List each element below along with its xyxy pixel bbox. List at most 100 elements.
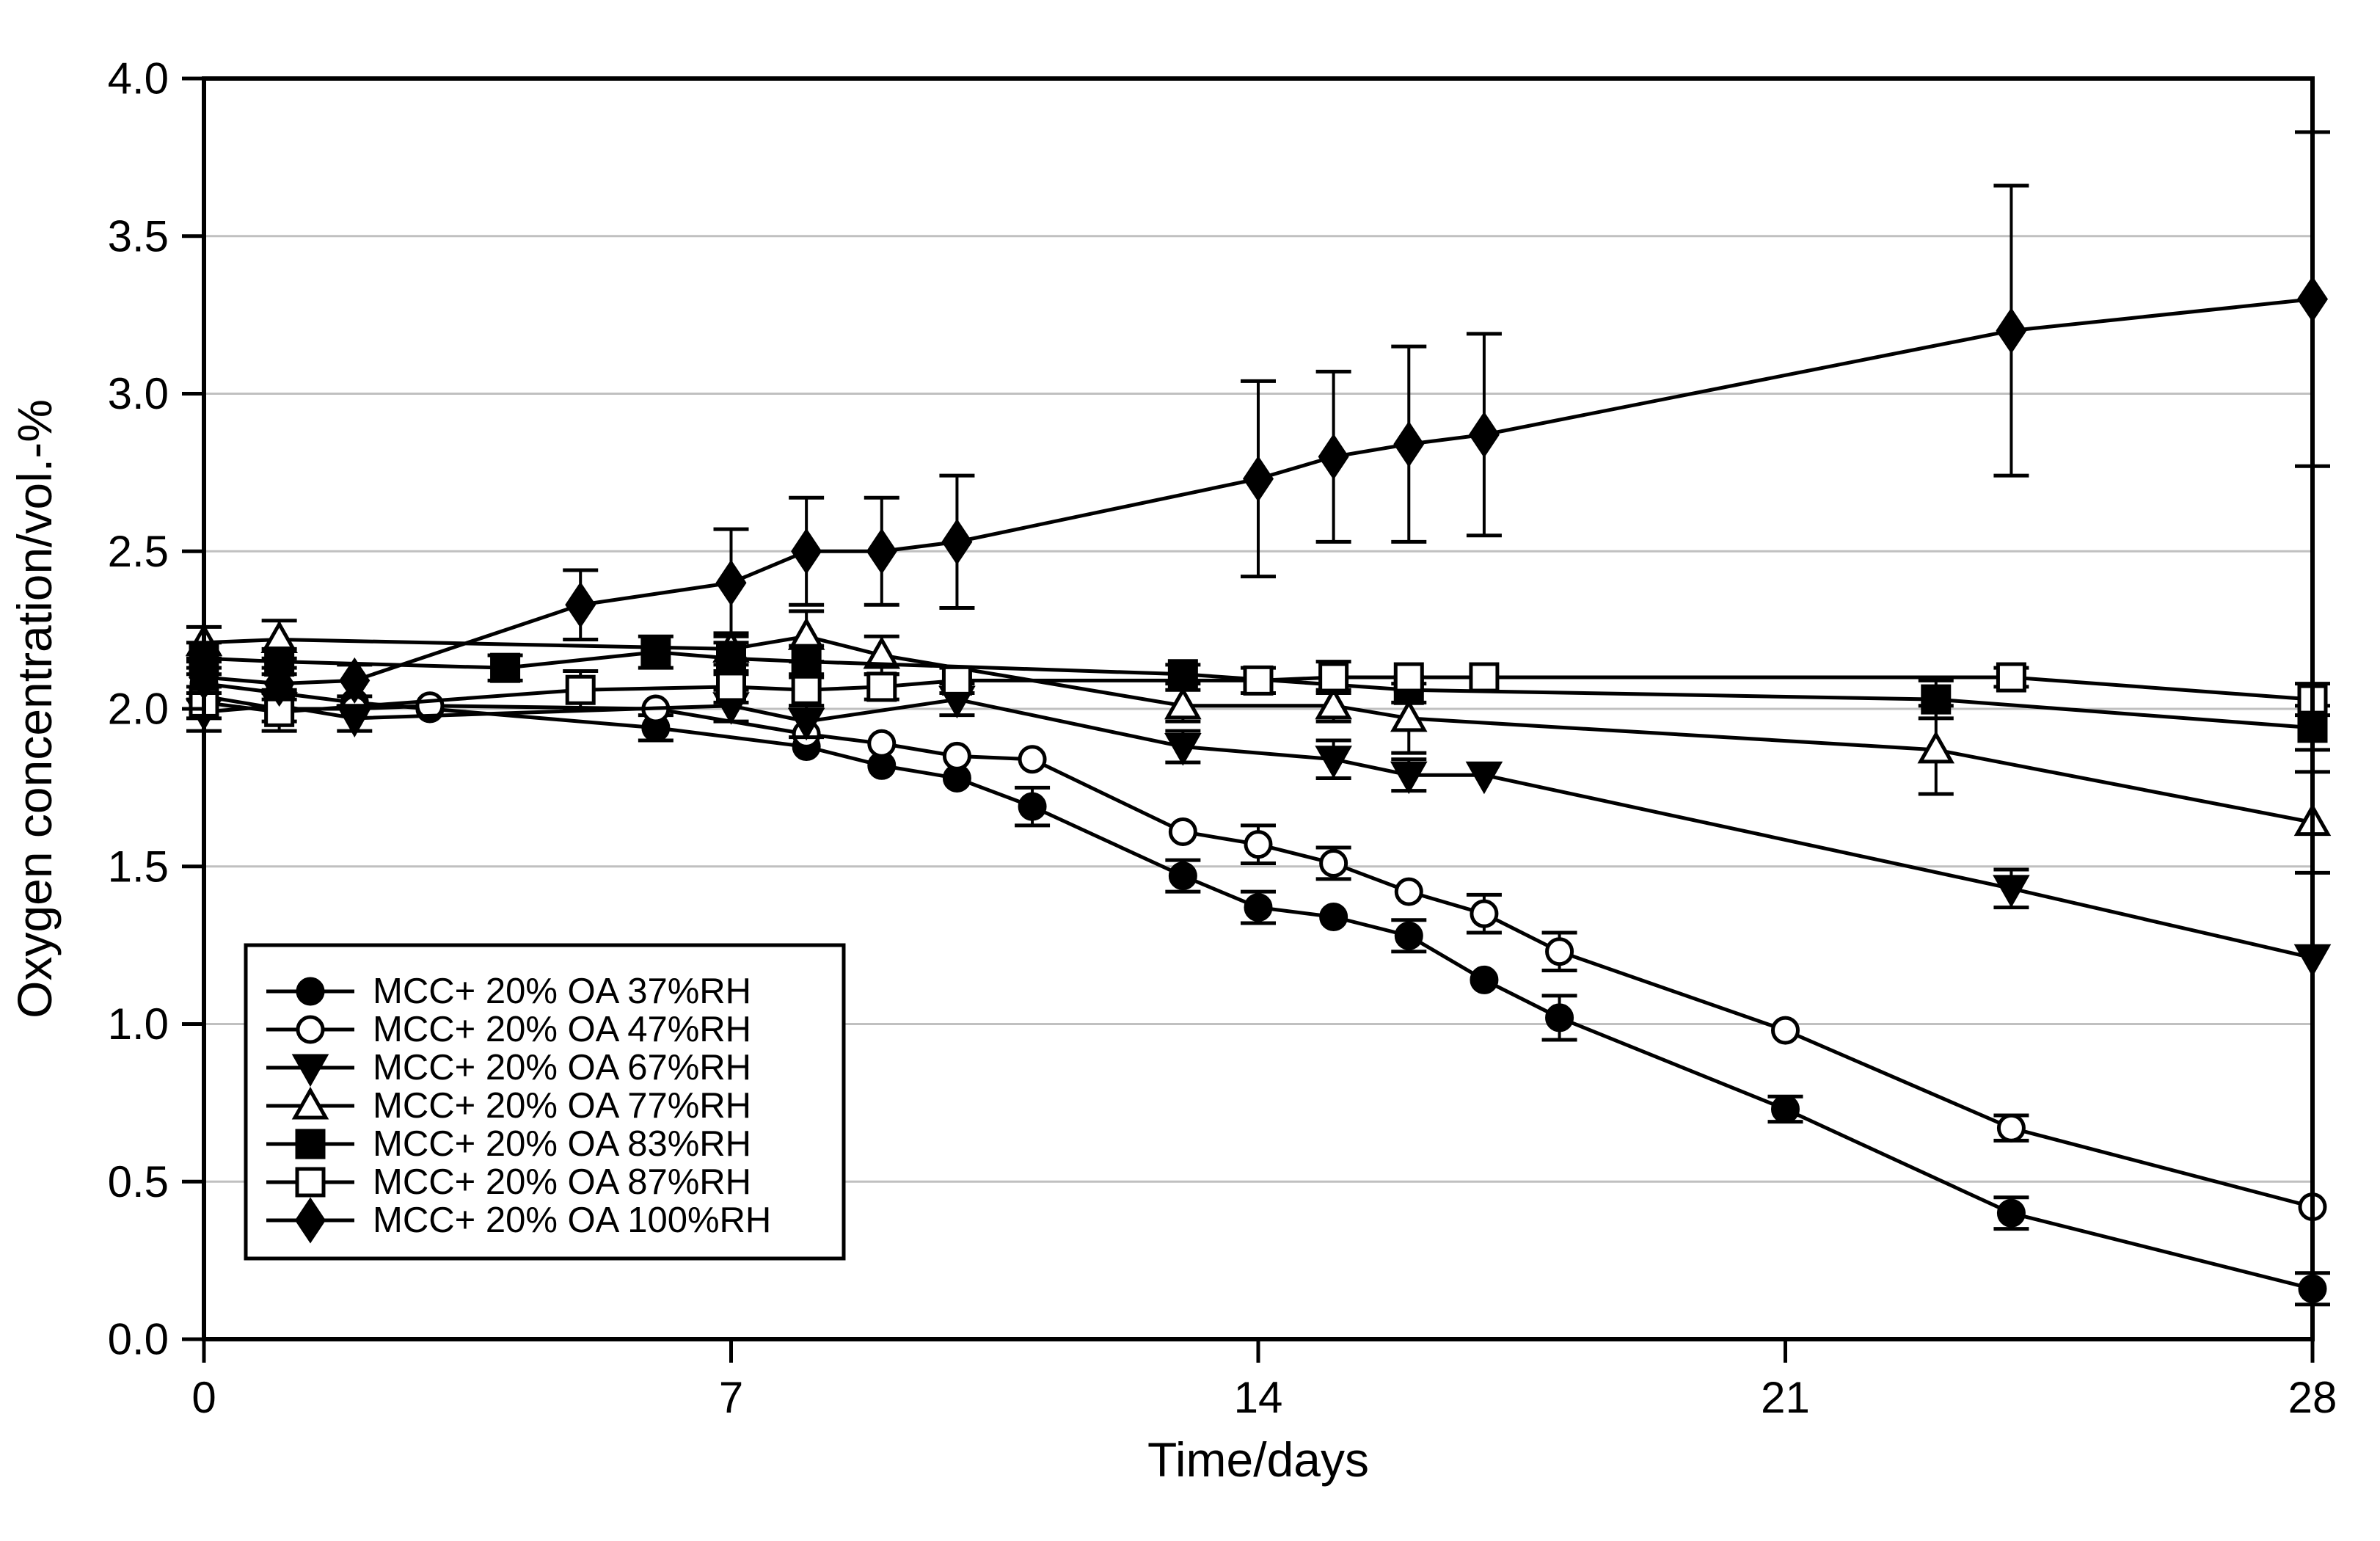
data-point-marker [1996,1198,2026,1228]
legend-label: MCC+ 20% OA 83%RH [373,1124,751,1164]
data-point-marker [1167,659,1198,690]
data-point-marker [1315,746,1352,779]
data-point-marker [867,729,897,758]
data-point-marker [296,1015,325,1044]
data-point-marker [1468,411,1500,458]
y-tick-label: 4.0 [108,54,169,103]
y-tick-label: 2.5 [108,527,169,576]
y-tick-label: 0.0 [108,1315,169,1364]
data-point-marker [640,637,671,668]
data-point-marker [1917,730,1955,764]
data-point-marker [1393,662,1424,693]
y-tick-label: 2.0 [108,685,169,734]
data-point-marker [1242,455,1274,502]
data-point-marker [866,671,897,702]
data-point-marker [1771,1094,1800,1123]
data-point-marker [263,660,295,707]
legend-item: MCC+ 20% OA 77%RH [266,1086,751,1126]
data-point-marker [565,674,596,705]
data-point-marker [1164,733,1202,766]
y-tick-label: 3.5 [108,211,169,261]
axes-frame-group [182,76,2315,1363]
series-4 [186,634,2330,752]
data-point-marker [791,646,822,677]
series-line [203,697,2313,960]
data-point-marker [1318,662,1349,693]
data-point-marker [295,1129,326,1159]
legend-item: MCC+ 20% OA 100%RH [266,1197,771,1244]
legend-item: MCC+ 20% OA 87%RH [266,1162,751,1202]
data-point-marker [863,635,901,669]
series-line [203,650,2313,730]
legend-item: MCC+ 20% OA 47%RH [266,1010,751,1049]
data-point-marker [1243,665,1274,696]
data-point-marker [1996,662,2026,693]
x-axis-title: Time/days [1147,1432,1369,1487]
data-point-marker [565,581,596,628]
data-point-marker [1921,684,1952,715]
data-point-marker [715,559,747,606]
x-tick-label: 28 [2288,1373,2337,1422]
legend-label: MCC+ 20% OA 100%RH [373,1201,771,1240]
data-point-marker [942,741,971,770]
data-point-marker [1319,902,1348,931]
legend-item: MCC+ 20% OA 37%RH [266,972,751,1011]
data-point-marker [1470,965,1499,994]
x-tick-label: 21 [1761,1373,1810,1422]
data-point-marker [941,518,973,565]
data-point-marker [1469,662,1500,693]
y-tick-label: 0.5 [108,1157,169,1206]
legend-label: MCC+ 20% OA 87%RH [373,1162,751,1202]
legend-label: MCC+ 20% OA 37%RH [373,972,751,1011]
data-point-marker [1164,686,1202,720]
y-axis-title: Oxygen concentration/vol.-% [7,399,62,1019]
data-point-marker [1996,1113,2026,1143]
data-point-marker [1470,899,1499,928]
series-line [203,634,2313,825]
legend-item: MCC+ 20% OA 67%RH [266,1048,751,1088]
x-tick-label: 7 [719,1373,743,1422]
y-tick-label: 1.5 [108,842,169,891]
data-point-marker [866,528,897,575]
data-point-marker [1771,1016,1800,1045]
data-point-marker [941,665,972,696]
x-tick-label: 14 [1234,1373,1283,1422]
data-point-marker [1394,877,1423,906]
data-point-marker [1465,761,1503,795]
data-point-marker [1244,830,1273,859]
data-point-marker [1545,937,1574,966]
series-group [185,130,2332,1307]
y-tick-label: 3.0 [108,369,169,418]
data-point-marker [791,674,822,705]
data-point-marker [1390,761,1428,795]
data-point-marker [1996,307,2027,354]
data-point-marker [490,652,521,683]
data-point-marker [1168,817,1197,847]
tick-labels-group: 0.0 0.5 1.0 1.5 2.0 2.5 3.0 3.5 4.0 0 7 14 21 28 [108,54,2337,1423]
data-point-marker [294,1197,326,1244]
legend-label: MCC+ 20% OA 77%RH [373,1086,751,1126]
data-point-marker [787,707,825,741]
data-point-marker [1993,875,2030,908]
data-point-marker [716,671,746,702]
data-point-marker [1394,921,1423,950]
legend-label: MCC+ 20% OA 47%RH [373,1010,751,1049]
data-point-marker [716,643,746,674]
data-point-marker [339,657,370,704]
data-point-marker [291,1086,329,1120]
series-6 [186,130,2330,707]
y-tick-label: 1.0 [108,999,169,1049]
data-point-marker [1168,861,1197,891]
legend-label: MCC+ 20% OA 67%RH [373,1048,751,1088]
x-tick-label: 0 [191,1373,216,1422]
series-2 [185,682,2332,977]
data-point-marker [791,528,822,575]
data-point-marker [295,1167,326,1198]
data-point-marker [296,977,325,1006]
data-point-marker [1545,1003,1574,1032]
data-point-marker [1390,699,1428,732]
data-point-marker [1018,792,1047,821]
data-point-marker [291,1054,329,1088]
